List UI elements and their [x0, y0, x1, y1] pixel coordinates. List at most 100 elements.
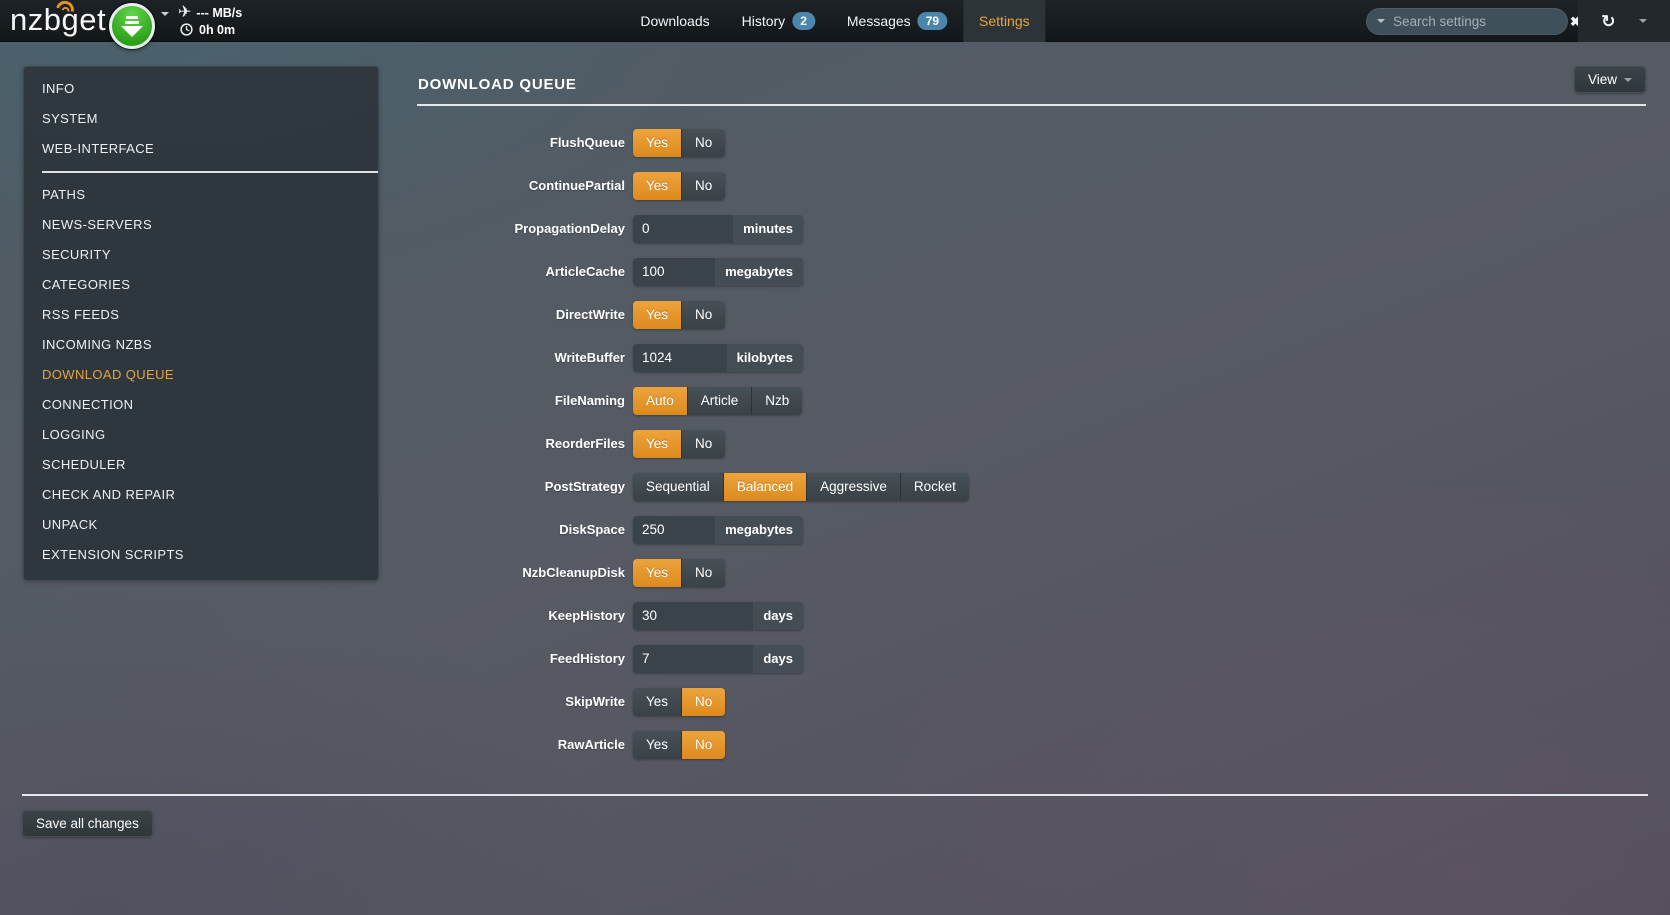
search-clear-icon[interactable]: ✖	[1570, 13, 1581, 29]
tab-settings[interactable]: Settings	[963, 0, 1046, 42]
tab-history[interactable]: History 2	[726, 0, 831, 42]
tab-downloads[interactable]: Downloads	[624, 0, 725, 42]
search-box[interactable]: ✖	[1366, 7, 1581, 35]
navbar-right-controls: ✖ ↻	[1366, 0, 1670, 42]
refresh-menu-caret-icon[interactable]	[1638, 19, 1647, 23]
setting-row-keephistory: KeepHistory 30 days	[417, 594, 1646, 637]
nav-tabs: Downloads History 2 Messages 79 Settings	[624, 0, 1046, 42]
toggle-group-nzbcleanupdisk: Yes No	[633, 558, 726, 587]
option-filenaming-auto[interactable]: Auto	[633, 386, 687, 415]
option-flushqueue-yes[interactable]: Yes	[633, 128, 682, 157]
sidebar-item-download-queue[interactable]: DOWNLOAD QUEUE	[42, 367, 175, 382]
sidebar-item-incoming-nzbs[interactable]: INCOMING NZBS	[42, 337, 152, 352]
sidebar-item-rss-feeds[interactable]: RSS FEEDS	[42, 307, 120, 322]
unit-label: days	[753, 601, 803, 630]
option-directwrite-no[interactable]: No	[681, 300, 726, 329]
save-all-changes-button[interactable]: Save all changes	[22, 810, 153, 837]
setting-input-diskspace[interactable]: 250	[633, 515, 716, 544]
sidebar-item-info[interactable]: INFO	[42, 81, 75, 96]
option-poststrategy-sequential[interactable]: Sequential	[633, 472, 723, 501]
sidebar-item-security[interactable]: SECURITY	[42, 247, 111, 262]
option-poststrategy-aggressive[interactable]: Aggressive	[806, 472, 900, 501]
sidebar-item-logging[interactable]: LOGGING	[42, 427, 106, 442]
chevron-down-icon	[1624, 77, 1632, 82]
view-button[interactable]: View	[1573, 66, 1646, 93]
option-nzbcleanupdisk-no[interactable]: No	[681, 558, 726, 587]
setting-label: SkipWrite	[565, 694, 625, 709]
option-rawarticle-no[interactable]: No	[681, 730, 726, 759]
page-content: INFO SYSTEM WEB-INTERFACE PATHS NEWS-SERVERS…	[0, 42, 1670, 914]
setting-input-propagationdelay[interactable]: 0	[633, 214, 734, 243]
sidebar-item-paths[interactable]: PATHS	[42, 187, 86, 202]
toggle-group-skipwrite: Yes No	[633, 687, 726, 716]
option-filenaming-nzb[interactable]: Nzb	[751, 386, 803, 415]
input-combo-writebuffer: 1024 kilobytes	[633, 343, 803, 372]
tab-badge: 2	[792, 12, 815, 30]
setting-label: NzbCleanupDisk	[522, 565, 625, 580]
setting-label: FileNaming	[554, 393, 625, 408]
setting-row-reorderfiles: ReorderFiles Yes No	[417, 422, 1646, 465]
option-poststrategy-balanced[interactable]: Balanced	[722, 472, 807, 501]
sidebar-item-extension-scripts[interactable]: EXTENSION SCRIPTS	[42, 547, 184, 562]
option-continuepartial-no[interactable]: No	[681, 171, 726, 200]
toggle-group-directwrite: Yes No	[633, 300, 726, 329]
search-input[interactable]	[1393, 13, 1570, 29]
refresh-icon[interactable]: ↻	[1601, 11, 1616, 31]
option-skipwrite-no[interactable]: No	[681, 687, 726, 716]
setting-label: DirectWrite	[555, 307, 625, 322]
sidebar-item-unpack[interactable]: UNPACK	[42, 517, 98, 532]
setting-row-directwrite: DirectWrite Yes No	[417, 293, 1646, 336]
tab-label: History	[741, 13, 786, 29]
option-rawarticle-yes[interactable]: Yes	[633, 730, 682, 759]
setting-input-keephistory[interactable]: 30	[633, 601, 754, 630]
download-icon	[126, 15, 138, 19]
setting-label: PostStrategy	[544, 479, 625, 494]
sidebar-item-categories[interactable]: CATEGORIES	[42, 277, 131, 292]
search-scope-caret-icon[interactable]	[1377, 19, 1385, 23]
setting-label: FlushQueue	[549, 135, 625, 150]
sidebar-item-system[interactable]: SYSTEM	[42, 111, 98, 126]
option-flushqueue-no[interactable]: No	[681, 128, 726, 157]
setting-row-filenaming: FileNaming Auto Article Nzb	[417, 379, 1646, 422]
setting-row-writebuffer: WriteBuffer 1024 kilobytes	[417, 336, 1646, 379]
option-poststrategy-rocket[interactable]: Rocket	[899, 472, 969, 501]
option-filenaming-article[interactable]: Article	[686, 386, 752, 415]
sidebar-item-scheduler[interactable]: SCHEDULER	[42, 457, 126, 472]
download-toggle-button[interactable]	[109, 3, 155, 49]
option-skipwrite-yes[interactable]: Yes	[633, 687, 682, 716]
sidebar-item-news-servers[interactable]: NEWS-SERVERS	[42, 217, 153, 232]
settings-sidebar: INFO SYSTEM WEB-INTERFACE PATHS NEWS-SERVERS…	[23, 66, 379, 581]
tab-label: Messages	[846, 13, 911, 29]
setting-input-articlecache[interactable]: 100	[633, 257, 716, 286]
option-continuepartial-yes[interactable]: Yes	[633, 171, 682, 200]
option-directwrite-yes[interactable]: Yes	[633, 300, 682, 329]
toggle-group-rawarticle: Yes No	[633, 730, 726, 759]
input-combo-articlecache: 100 megabytes	[633, 257, 803, 286]
option-nzbcleanupdisk-yes[interactable]: Yes	[633, 558, 682, 587]
sidebar-item-connection[interactable]: CONNECTION	[42, 397, 134, 412]
setting-input-feedhistory[interactable]: 7	[633, 644, 754, 673]
tab-label: Downloads	[640, 13, 710, 29]
title-divider	[417, 104, 1646, 106]
option-reorderfiles-yes[interactable]: Yes	[633, 429, 682, 458]
setting-input-writebuffer[interactable]: 1024	[633, 343, 727, 372]
setting-label: ArticleCache	[545, 264, 625, 279]
app-logo: nzbget	[10, 0, 106, 38]
setting-label: ReorderFiles	[545, 436, 625, 451]
toggle-group-reorderfiles: Yes No	[633, 429, 726, 458]
setting-row-feedhistory: FeedHistory 7 days	[417, 637, 1646, 680]
setting-label: DiskSpace	[559, 522, 625, 537]
setting-row-poststrategy: PostStrategy Sequential Balanced Aggressive…	[417, 465, 1646, 508]
sidebar-item-web-interface[interactable]: WEB-INTERFACE	[42, 141, 155, 156]
bottom-bar: Save all changes	[22, 794, 1648, 837]
sidebar-item-check-and-repair[interactable]: CHECK AND REPAIR	[42, 487, 176, 502]
input-combo-diskspace: 250 megabytes	[633, 515, 803, 544]
setting-label: FeedHistory	[549, 651, 625, 666]
unit-label: kilobytes	[726, 343, 803, 372]
time-left-text: 0h 0m	[199, 22, 236, 37]
option-reorderfiles-no[interactable]: No	[681, 429, 726, 458]
download-menu-caret-icon[interactable]	[161, 12, 169, 16]
tab-messages[interactable]: Messages 79	[831, 0, 963, 42]
setting-row-articlecache: ArticleCache 100 megabytes	[417, 250, 1646, 293]
input-combo-feedhistory: 7 days	[633, 644, 803, 673]
